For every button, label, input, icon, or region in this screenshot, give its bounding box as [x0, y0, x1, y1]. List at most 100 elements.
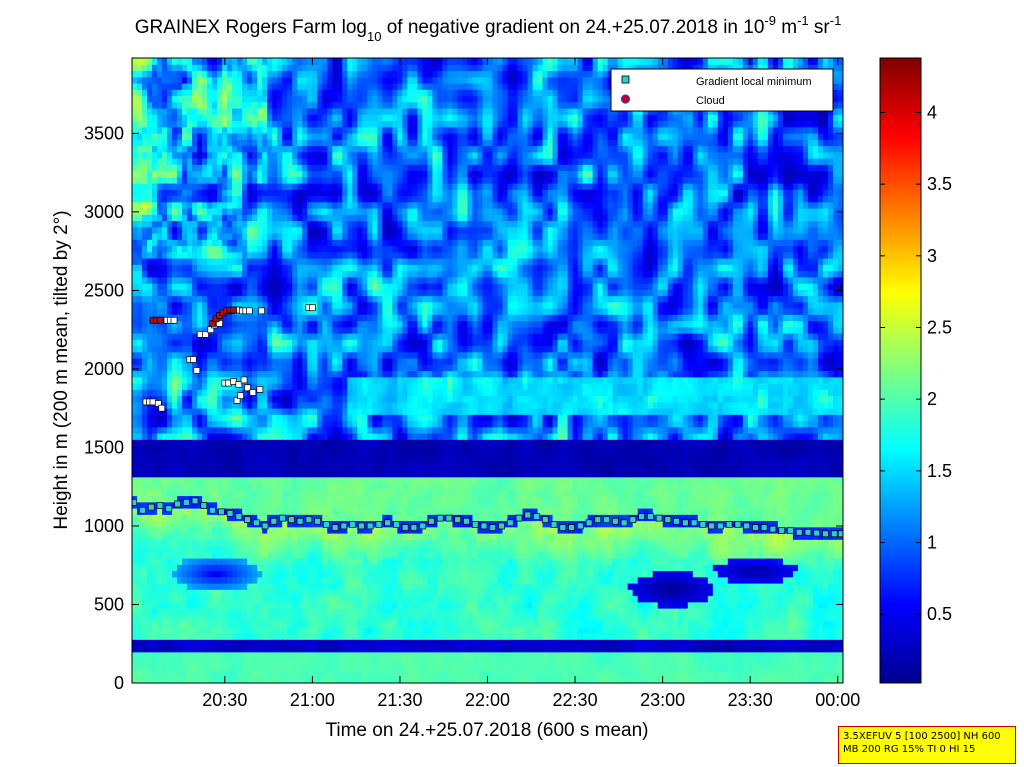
- heatmap-cell: [357, 152, 363, 159]
- heatmap-cell: [302, 171, 308, 178]
- heatmap-cell: [277, 508, 283, 515]
- heatmap-cell: [347, 433, 353, 440]
- heatmap-cell: [167, 139, 173, 146]
- heatmap-cell: [267, 508, 273, 515]
- heatmap-cell: [172, 152, 178, 159]
- heatmap-cell: [157, 521, 163, 528]
- heatmap-cell: [377, 446, 383, 453]
- heatmap-cell: [272, 283, 278, 290]
- heatmap-cell: [377, 564, 383, 571]
- heatmap-cell: [267, 483, 273, 490]
- heatmap-cell: [247, 421, 253, 428]
- heatmap-cell: [342, 289, 348, 296]
- heatmap-cell: [332, 321, 338, 328]
- heatmap-cell: [347, 646, 353, 653]
- heatmap-cell: [282, 546, 288, 553]
- heatmap-cell: [182, 446, 188, 453]
- heatmap-cell: [227, 64, 233, 71]
- heatmap-cell: [162, 546, 168, 553]
- heatmap-cell: [247, 121, 253, 128]
- heatmap-cell: [312, 558, 318, 565]
- heatmap-cell: [142, 346, 148, 353]
- heatmap-cell: [167, 233, 173, 240]
- heatmap-cell: [147, 483, 153, 490]
- heatmap-cell: [297, 227, 303, 234]
- heatmap-cell: [262, 164, 268, 171]
- heatmap-cell: [207, 627, 213, 634]
- heatmap-cell: [237, 221, 243, 228]
- heatmap-cell: [337, 314, 343, 321]
- heatmap-cell: [302, 333, 308, 340]
- heatmap-cell: [147, 164, 153, 171]
- heatmap-cell: [157, 664, 163, 671]
- heatmap-cell: [367, 333, 373, 340]
- heatmap-cell: [277, 571, 283, 578]
- heatmap-cell: [157, 589, 163, 596]
- heatmap-cell: [357, 433, 363, 440]
- heatmap-cell: [167, 471, 173, 478]
- heatmap-cell: [202, 664, 208, 671]
- heatmap-cell: [217, 189, 223, 196]
- heatmap-cell: [217, 539, 223, 546]
- heatmap-cell: [167, 614, 173, 621]
- heatmap-cell: [177, 564, 183, 571]
- heatmap-cell: [197, 127, 203, 134]
- heatmap-cell: [207, 214, 213, 221]
- heatmap-cell: [332, 583, 338, 590]
- heatmap-cell: [167, 452, 173, 459]
- heatmap-cell: [327, 127, 333, 134]
- heatmap-cell: [227, 258, 233, 265]
- heatmap-cell: [352, 308, 358, 315]
- heatmap-cell: [202, 258, 208, 265]
- heatmap-cell: [182, 452, 188, 459]
- heatmap-cell: [317, 633, 323, 640]
- heatmap-cell: [147, 227, 153, 234]
- heatmap-cell: [177, 214, 183, 221]
- heatmap-cell: [287, 589, 293, 596]
- heatmap-cell: [132, 583, 138, 590]
- heatmap-cell: [342, 96, 348, 103]
- heatmap-cell: [377, 539, 383, 546]
- heatmap-cell: [377, 402, 383, 409]
- heatmap-cell: [307, 589, 313, 596]
- heatmap-cell: [357, 114, 363, 121]
- heatmap-cell: [352, 452, 358, 459]
- heatmap-cell: [172, 589, 178, 596]
- heatmap-cell: [377, 127, 383, 134]
- heatmap-cell: [307, 389, 313, 396]
- heatmap-cell: [212, 121, 218, 128]
- heatmap-cell: [317, 564, 323, 571]
- heatmap-cell: [142, 96, 148, 103]
- heatmap-cell: [362, 558, 368, 565]
- heatmap-cell: [212, 146, 218, 153]
- heatmap-cell: [132, 271, 138, 278]
- heatmap-cell: [252, 571, 258, 578]
- heatmap-cell: [267, 246, 273, 253]
- heatmap-cell: [277, 227, 283, 234]
- heatmap-cell: [222, 558, 228, 565]
- heatmap-cell: [217, 114, 223, 121]
- heatmap-cell: [297, 652, 303, 659]
- heatmap-cell: [212, 152, 218, 159]
- heatmap-cell: [167, 339, 173, 346]
- heatmap-cell: [292, 152, 298, 159]
- heatmap-cell: [237, 414, 243, 421]
- heatmap-cell: [242, 289, 248, 296]
- heatmap-cell: [362, 539, 368, 546]
- heatmap-cell: [152, 602, 158, 609]
- heatmap-cell: [237, 452, 243, 459]
- heatmap-cell: [217, 296, 223, 303]
- heatmap-cell: [187, 327, 193, 334]
- heatmap-cell: [357, 314, 363, 321]
- heatmap-cell: [142, 596, 148, 603]
- heatmap-cell: [352, 271, 358, 278]
- heatmap-cell: [302, 127, 308, 134]
- heatmap-cell: [272, 558, 278, 565]
- heatmap-cell: [232, 571, 238, 578]
- heatmap-cell: [192, 246, 198, 253]
- heatmap-cell: [347, 202, 353, 209]
- heatmap-cell: [172, 121, 178, 128]
- heatmap-cell: [192, 271, 198, 278]
- heatmap-cell: [187, 546, 193, 553]
- heatmap-cell: [202, 146, 208, 153]
